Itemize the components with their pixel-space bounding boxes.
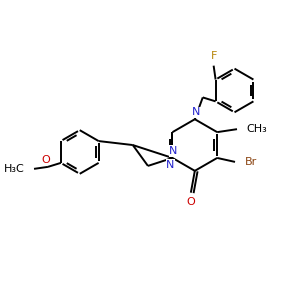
Text: CH₃: CH₃ xyxy=(246,124,267,134)
Text: H₃C: H₃C xyxy=(4,164,25,174)
Text: O: O xyxy=(42,155,50,165)
Text: O: O xyxy=(187,196,195,207)
Text: N: N xyxy=(169,146,178,156)
Text: Br: Br xyxy=(245,157,257,167)
Text: F: F xyxy=(210,51,217,61)
Text: N: N xyxy=(192,107,200,117)
Text: N: N xyxy=(166,160,175,170)
